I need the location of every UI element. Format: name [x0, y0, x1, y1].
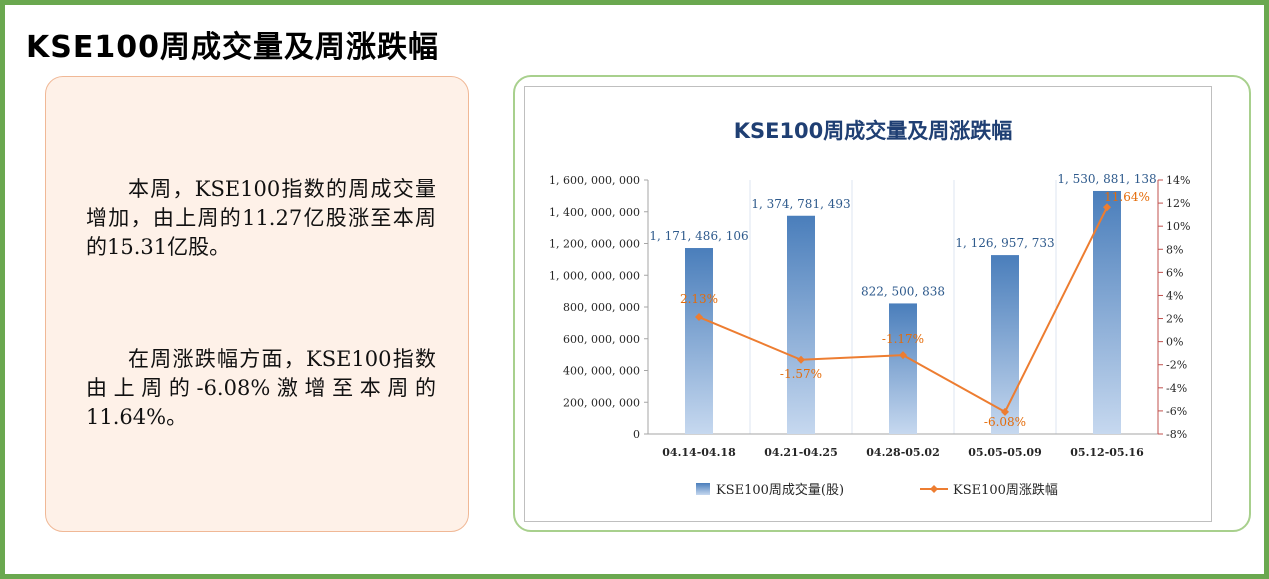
- left-tick-label: 1, 600, 000, 000: [549, 174, 640, 187]
- category-label: 04.21-04.25: [764, 446, 837, 459]
- legend-bar-label: KSE100周成交量(股): [716, 482, 844, 498]
- volume-bar-label: 1, 171, 486, 106: [649, 229, 748, 243]
- volume-bar-label: 1, 126, 957, 733: [955, 236, 1054, 250]
- change-point-label: -6.08%: [984, 415, 1026, 429]
- right-tick-label: -4%: [1166, 382, 1187, 395]
- volume-bar: [685, 248, 713, 434]
- change-point-label: -1.57%: [780, 367, 822, 381]
- left-tick-label: 1, 200, 000, 000: [549, 238, 640, 251]
- right-tick-label: 6%: [1166, 266, 1183, 279]
- right-tick-label: -8%: [1166, 428, 1187, 441]
- change-point-label: 11.64%: [1104, 190, 1150, 204]
- change-point: [1103, 203, 1111, 212]
- left-tick-label: 400, 000, 000: [563, 365, 640, 378]
- category-label: 05.12-05.16: [1070, 446, 1144, 459]
- volume-bar: [889, 303, 917, 434]
- volume-bar-label: 1, 530, 881, 138: [1057, 172, 1156, 186]
- volume-bar-label: 822, 500, 838: [861, 284, 945, 298]
- category-label: 04.14-04.18: [662, 446, 736, 459]
- right-tick-label: 8%: [1166, 243, 1183, 256]
- right-tick-label: 10%: [1166, 220, 1190, 233]
- right-tick-label: -2%: [1166, 359, 1187, 372]
- right-tick-label: 4%: [1166, 289, 1183, 302]
- volume-bar: [991, 255, 1019, 434]
- category-label: 04.28-05.02: [866, 446, 939, 459]
- left-tick-label: 0: [633, 428, 640, 441]
- right-tick-label: 14%: [1166, 174, 1190, 187]
- legend-bar-swatch: [696, 483, 710, 495]
- summary-paragraph-volume: 本周，KSE100指数的周成交量增加，由上周的11.27亿股涨至本周的15.31…: [86, 177, 436, 259]
- page-title: KSE100周成交量及周涨跌幅: [26, 30, 439, 65]
- change-point: [695, 313, 703, 322]
- right-tick-label: 0%: [1166, 336, 1183, 349]
- left-tick-label: 1, 400, 000, 000: [549, 206, 640, 219]
- change-point: [797, 355, 805, 364]
- volume-bar: [787, 215, 815, 434]
- chart-title: KSE100周成交量及周涨跌幅: [734, 119, 1013, 143]
- summary-panel: 本周，KSE100指数的周成交量增加，由上周的11.27亿股涨至本周的15.31…: [45, 76, 469, 532]
- category-label: 05.05-05.09: [968, 446, 1041, 459]
- right-tick-label: 12%: [1166, 197, 1190, 210]
- volume-bar-label: 1, 374, 781, 493: [751, 197, 850, 211]
- right-tick-label: -6%: [1166, 405, 1187, 418]
- left-tick-label: 1, 000, 000, 000: [549, 269, 640, 282]
- change-point-label: -1.17%: [882, 332, 924, 346]
- left-tick-label: 600, 000, 000: [563, 333, 640, 346]
- left-tick-label: 200, 000, 000: [563, 396, 640, 409]
- right-tick-label: 2%: [1166, 313, 1183, 326]
- volume-bar: [1093, 190, 1121, 434]
- legend-line-marker: [930, 485, 938, 493]
- legend-line-label: KSE100周涨跌幅: [953, 482, 1058, 498]
- change-point-label: 2.13%: [680, 292, 718, 306]
- change-point: [899, 351, 907, 360]
- change-point: [1001, 407, 1009, 416]
- summary-paragraph-change: 在周涨跌幅方面，KSE100指数由上周的-6.08%激增至本周的11.64%。: [86, 347, 436, 429]
- left-tick-label: 800, 000, 000: [563, 301, 640, 314]
